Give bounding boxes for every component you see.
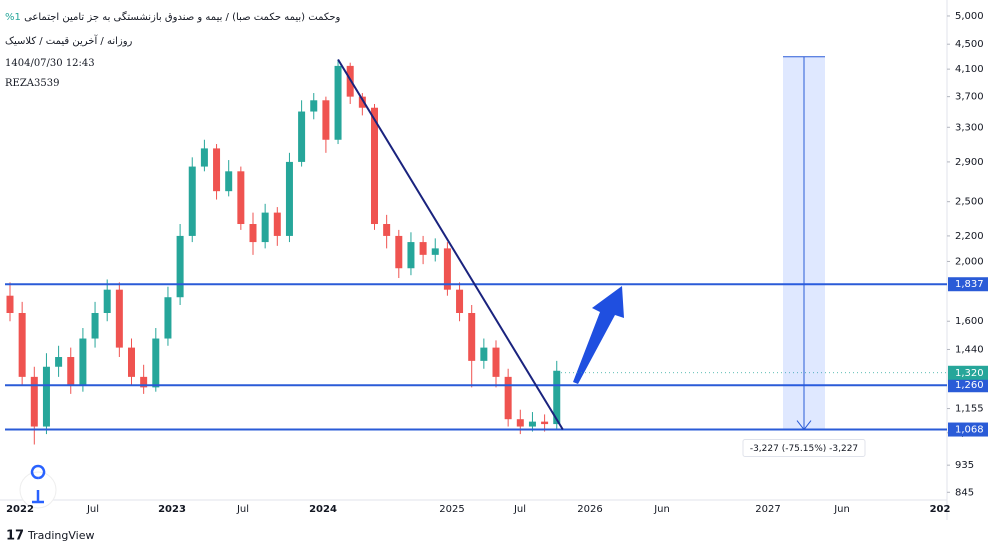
candle-body [407, 242, 415, 269]
candle-body [516, 419, 524, 427]
candle-body [152, 338, 160, 388]
title: وحکمت (بیمه حکمت صبا) / بیمه و صندوق باز… [5, 12, 340, 23]
x-tick-label: Jun [653, 504, 670, 515]
candle-body [200, 148, 208, 167]
logo-icon [30, 464, 46, 504]
level-label: 1,260 [955, 380, 984, 391]
candle-body [237, 171, 245, 225]
y-tick-label: 3,300 [955, 122, 984, 133]
x-tick-label: 2024 [309, 504, 337, 515]
author: REZA3539 [5, 78, 60, 89]
y-tick-label: 2,200 [955, 231, 984, 242]
trend-line [337, 58, 564, 431]
candle-body [176, 235, 184, 298]
level-label: 1,068 [955, 425, 984, 436]
y-tick-label: 4,100 [955, 64, 984, 75]
candle-body [553, 370, 561, 425]
candle-body [371, 107, 378, 225]
y-tick-label: 3,700 [955, 92, 984, 103]
y-tick-label: 2,900 [955, 157, 984, 168]
x-tick-label: 2023 [158, 504, 186, 515]
subtitle: روزانه / آخرین قیمت / کلاسیک [5, 36, 133, 47]
y-tick-label: 5,000 [955, 11, 984, 22]
candle-body [55, 357, 63, 367]
candle-body [79, 338, 87, 386]
candle-body [285, 161, 293, 236]
y-tick-label: 845 [955, 487, 974, 498]
candle-body [431, 248, 439, 255]
candle-body [249, 224, 257, 243]
candle-body [164, 297, 172, 339]
candle-body [67, 357, 75, 386]
level-label: 1,837 [955, 279, 984, 290]
y-tick-label: 1,440 [955, 344, 984, 355]
y-tick-label: 2,000 [955, 256, 984, 267]
candle-body [419, 242, 427, 255]
brand: TradingView [27, 529, 94, 542]
y-tick-label: 1,600 [955, 316, 984, 327]
candle-body [310, 100, 318, 112]
candle-body [334, 65, 342, 140]
candle-body [541, 421, 549, 425]
measure-label: -3,227 (-75.15%) -3,227 [750, 444, 858, 454]
candle-body [213, 148, 221, 192]
candle-body [115, 289, 123, 348]
candle-body [358, 96, 366, 108]
brand-icon: 𝟭𝟳 [6, 529, 24, 544]
x-tick-label: 2026 [577, 504, 602, 515]
candle-body [140, 376, 148, 388]
candle-body [128, 347, 135, 377]
x-tick-label: Jul [236, 504, 249, 515]
candle-body [480, 347, 488, 361]
candle-body [91, 312, 99, 339]
candle-body [395, 235, 403, 269]
candle-body [30, 376, 38, 427]
title-text: وحکمت (بیمه حکمت صبا) / بیمه و صندوق باز… [24, 12, 341, 23]
candle-body [492, 347, 500, 377]
x-tick-label: 2025 [439, 504, 464, 515]
candle-body [456, 289, 464, 313]
x-tick-label: Jul [513, 504, 526, 515]
measure-arrowhead [796, 420, 812, 431]
y-tick-label: 935 [955, 460, 974, 471]
last-price-label: 1,320 [955, 368, 984, 379]
level-label-box [948, 378, 988, 393]
candle-body [273, 212, 281, 236]
candle-body [468, 312, 476, 361]
last-price-box [948, 365, 988, 380]
timestamp: 1404/07/30 12:43 [5, 58, 95, 69]
measure-label-box [742, 439, 866, 458]
x-tick-label: 2027 [755, 504, 780, 515]
candle-body [298, 111, 306, 162]
candle-body [6, 295, 14, 313]
candle-body [383, 224, 391, 236]
candle-body [322, 100, 330, 140]
x-tick-label: Jun [833, 504, 850, 515]
candle-body [188, 166, 196, 236]
candle-body [443, 248, 451, 290]
level-label-box [948, 422, 988, 437]
candle-body [103, 289, 111, 313]
x-tick-label: 202 [930, 504, 951, 515]
candle-body [18, 312, 26, 377]
change-badge: 1% [5, 12, 21, 23]
candle-body [42, 366, 50, 427]
x-tick-label: Jul [86, 504, 99, 515]
y-tick-label: 1,155 [955, 404, 984, 415]
candle-body [504, 376, 512, 420]
candle-body [261, 212, 269, 243]
x-tick-label: 2022 [6, 504, 34, 515]
candle-body [528, 421, 536, 427]
candle-body [225, 171, 233, 192]
y-tick-label: 2,500 [955, 197, 984, 208]
level-label-box [948, 277, 988, 292]
y-tick-label: 4,500 [955, 39, 984, 50]
arrow [573, 286, 624, 384]
